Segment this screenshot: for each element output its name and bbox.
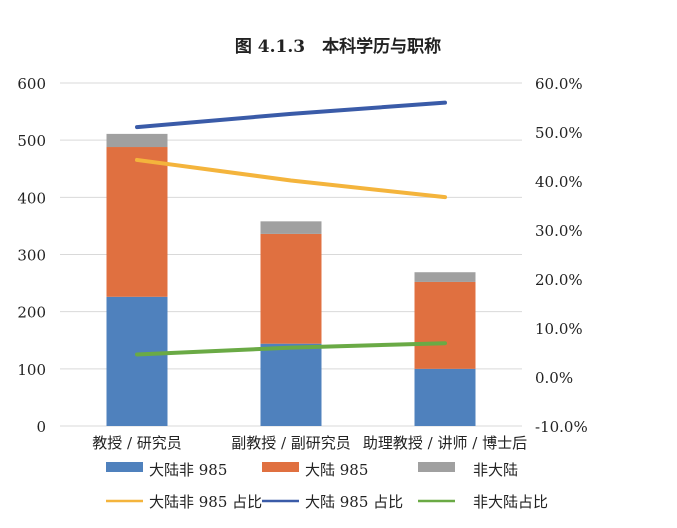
bar-segment [260, 233, 322, 344]
y2-tick-label: -10.0% [535, 418, 588, 436]
y-tick-label: 0 [36, 418, 46, 436]
legend-label: 非大陆占比 [473, 493, 548, 511]
x-tick-label: 副教授 / 副研究员 [231, 434, 351, 452]
y-tick-label: 200 [17, 304, 46, 322]
bar-segment [106, 147, 168, 297]
y-tick-label: 500 [17, 132, 46, 150]
x-tick-label: 助理教授 / 讲师 / 博士后 [363, 434, 527, 452]
x-tick-label: 教授 / 研究员 [92, 434, 182, 452]
y2-tick-label: 60.0% [535, 75, 583, 93]
y-axis-left: 0 100 200 300 400 500 600 [17, 75, 46, 436]
legend-label: 非大陆 [473, 461, 518, 479]
lines [135, 100, 447, 357]
y2-tick-label: 0.0% [535, 369, 573, 387]
legend-label: 大陆 985 [305, 461, 368, 479]
legend-swatch [262, 462, 299, 472]
bar-segment [260, 343, 322, 426]
y-tick-label: 600 [17, 75, 46, 93]
y-tick-label: 400 [17, 189, 46, 207]
series-line [135, 100, 447, 130]
bar-segment [414, 368, 476, 426]
bar-segment [106, 296, 168, 426]
bars [106, 133, 476, 426]
y-axis-right: -10.0% 0.0% 10.0% 20.0% 30.0% 40.0% 50.0% 60.0% [535, 75, 588, 436]
bar-segment [260, 221, 322, 234]
y2-tick-label: 50.0% [535, 124, 583, 142]
legend-swatch [106, 462, 143, 472]
bar-segment [414, 272, 476, 282]
legend-swatch [418, 462, 455, 472]
bar-segment [106, 133, 168, 148]
legend-label: 大陆非 985 占比 [149, 493, 262, 511]
y2-tick-label: 20.0% [535, 271, 583, 289]
chart-title: 图 4.1.3 本科学历与职称 [235, 36, 441, 57]
y-tick-label: 300 [17, 247, 46, 265]
legend-label: 大陆 985 占比 [305, 493, 403, 511]
series-line [135, 157, 447, 200]
legend-label: 大陆非 985 [149, 461, 227, 479]
bar-segment [414, 281, 476, 369]
y2-tick-label: 40.0% [535, 173, 583, 191]
x-axis: 教授 / 研究员 副教授 / 副研究员 助理教授 / 讲师 / 博士后 [92, 434, 527, 452]
y2-tick-label: 10.0% [535, 320, 583, 338]
y-tick-label: 100 [17, 361, 46, 379]
series-line [135, 341, 447, 357]
y2-tick-label: 30.0% [535, 222, 583, 240]
